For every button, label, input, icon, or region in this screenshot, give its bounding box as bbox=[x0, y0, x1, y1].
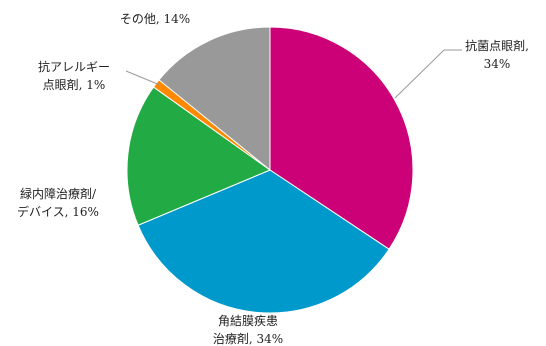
slice-labels: 抗菌点眼剤, 34% 角結膜疾患治療剤, 34% 緑内障治療剤/デバイス, 16% 抗ア… bbox=[17, 12, 529, 346]
slice-label-line: 点眼剤, 1% bbox=[43, 77, 106, 92]
slice-label-line: 治療剤, 34% bbox=[213, 331, 283, 346]
slice-label: 抗菌点眼剤, 34% bbox=[465, 38, 529, 71]
slice-label-line: 抗アレルギー bbox=[38, 59, 110, 74]
slice-label-line: 34% bbox=[484, 57, 511, 71]
pie-slice bbox=[137, 169, 390, 314]
slice-label: 角結膜疾患治療剤, 34% bbox=[213, 313, 283, 346]
pie-slices bbox=[126, 26, 414, 314]
slice-label-line: 緑内障治療剤/ bbox=[20, 186, 97, 201]
slice-label: 抗アレルギー点眼剤, 1% bbox=[38, 59, 110, 92]
slice-label-line: その他, 14% bbox=[120, 12, 190, 26]
slice-label: その他, 14% bbox=[120, 12, 190, 26]
slice-label-line: デバイス, 16% bbox=[17, 204, 99, 219]
slice-label: 緑内障治療剤/デバイス, 16% bbox=[17, 186, 99, 219]
pie-slice bbox=[126, 86, 272, 226]
leader-lines bbox=[125, 49, 462, 99]
pie-slice bbox=[158, 26, 271, 172]
leader-line bbox=[125, 70, 161, 86]
leader-line bbox=[394, 49, 462, 99]
slice-label-line: 角結膜疾患 bbox=[218, 313, 278, 328]
slice-label-line: 抗菌点眼剤, bbox=[465, 38, 529, 53]
